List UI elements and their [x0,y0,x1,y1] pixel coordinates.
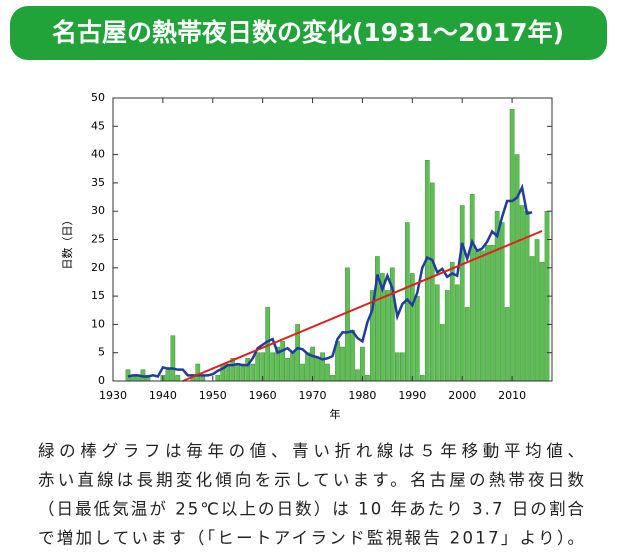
bar [385,290,390,382]
bar [290,352,295,382]
x-tick-label: 1940 [149,389,177,402]
x-tick-label: 2010 [498,389,526,402]
bar [429,182,435,382]
y-tick-label: 5 [98,346,105,359]
bar [395,352,400,382]
bar [305,352,310,382]
x-tick-label: 1990 [398,389,426,402]
bar [519,205,525,382]
y-tick-label: 30 [91,204,105,217]
bar [310,346,315,382]
bar [240,363,246,382]
y-tick-label: 35 [91,176,105,189]
trend-line [182,230,543,382]
bar [365,375,370,382]
bar [449,261,455,382]
bar [459,205,465,382]
bar [409,273,415,382]
bar [255,352,261,382]
title-banner [10,6,607,60]
bar [424,160,430,382]
bar [489,244,495,382]
bar [325,363,330,382]
bar [235,363,241,382]
bar [419,375,425,382]
bar [315,358,320,382]
bar [454,284,460,382]
bar [484,244,490,382]
bar [534,239,540,382]
x-axis-label: 年 [330,407,341,421]
bar [350,329,355,382]
y-tick-label: 10 [91,317,105,330]
x-tick-label: 1960 [249,389,277,402]
bar [474,250,480,382]
x-tick-label: 1980 [348,389,376,402]
bar [250,363,256,382]
y-tick-label: 0 [98,374,105,387]
caption-line: 赤い直線は長期変化傾向を示しています。名古屋の熱帯夜日数 [38,471,585,490]
bar [285,358,290,382]
y-tick-label: 25 [91,233,105,246]
bar [330,375,335,382]
bar [399,352,405,382]
y-axis-label: 日数（日） [61,215,74,270]
bar [175,375,181,382]
bar [504,307,510,382]
y-tick-label: 50 [91,91,105,104]
bar [529,256,535,382]
bar [300,363,305,382]
y-tick-label: 45 [91,119,105,132]
caption-line: 緑の棒グラフは毎年の値、青い折れ線は５年移動平均値、 [38,442,584,461]
x-tick-label: 2000 [448,389,476,402]
chart-title: 名古屋の熱帯夜日数の変化(1931～2017年) [52,18,564,47]
bar [195,363,201,382]
bar [469,193,475,382]
x-tick-label: 1950 [199,389,227,402]
x-tick-label: 1930 [99,389,127,402]
caption-line: で増加しています（「ヒートアイランド監視報告 2017」より）。 [38,529,584,548]
bar [444,290,450,382]
bar [464,307,470,382]
bar [270,352,275,382]
bar [320,352,325,382]
bar [514,154,520,382]
y-tick-label: 20 [91,261,105,274]
y-tick-label: 15 [91,289,105,302]
bar [360,346,365,382]
bar [340,346,345,382]
bar [280,341,285,382]
y-tick-label: 40 [91,148,105,161]
bar [345,267,350,382]
bar [434,284,440,382]
caption-line: （日最低気温が 25℃以上の日数）は 10 年あたり 3.7 日の割合 [38,500,584,519]
bar [170,335,176,382]
bar [479,250,485,382]
x-tick-label: 1970 [299,389,327,402]
bar [539,261,545,382]
bar [414,295,420,382]
bar [439,324,445,382]
bar [165,369,171,382]
bar [355,369,360,382]
bar [215,375,221,382]
